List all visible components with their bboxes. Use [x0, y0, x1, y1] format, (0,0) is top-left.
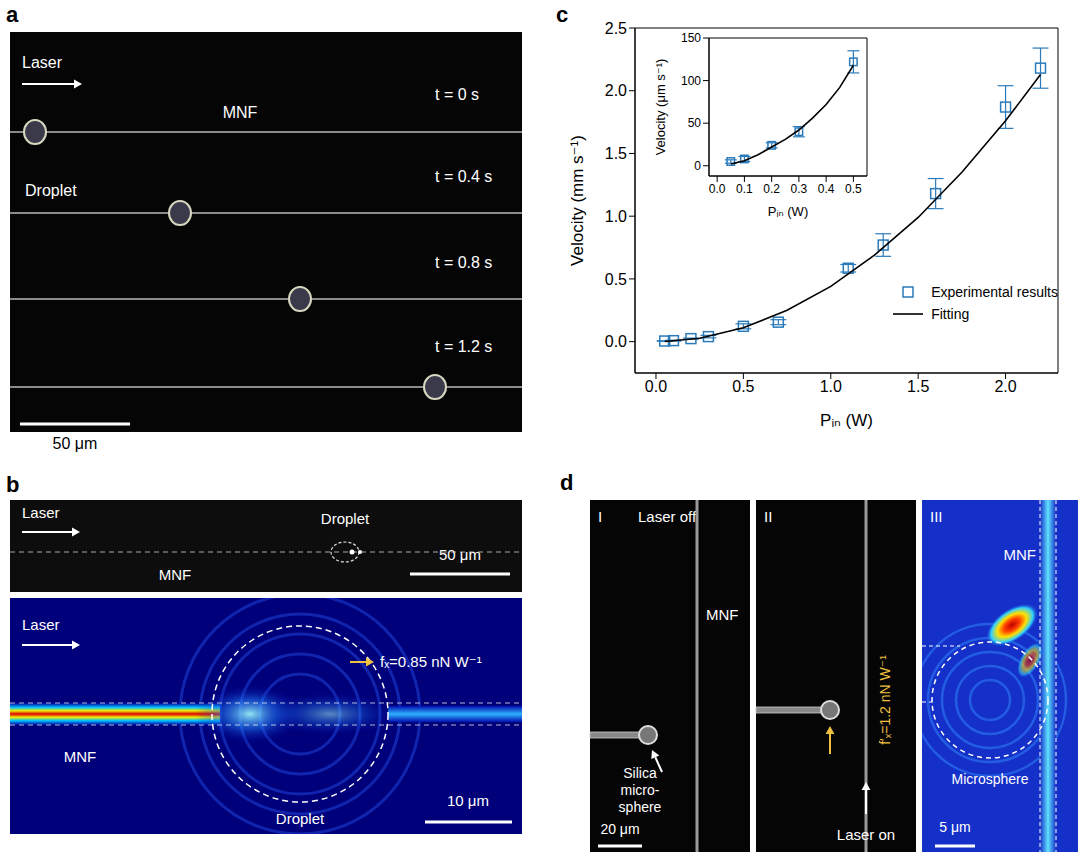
svg-text:MNF: MNF: [159, 566, 192, 583]
svg-text:Laser: Laser: [22, 616, 60, 633]
svg-text:Silica: Silica: [623, 765, 657, 781]
svg-text:10 μm: 10 μm: [447, 792, 489, 809]
svg-text:t = 0.8 s: t = 0.8 s: [435, 254, 492, 271]
svg-text:2.0: 2.0: [605, 82, 627, 99]
svg-text:100: 100: [681, 74, 701, 88]
svg-text:0.4: 0.4: [818, 182, 835, 196]
svg-text:MNF: MNF: [64, 748, 97, 765]
svg-text:II: II: [764, 508, 772, 525]
svg-text:Droplet: Droplet: [321, 510, 370, 527]
svg-text:0.5: 0.5: [732, 378, 754, 395]
svg-text:0.5: 0.5: [845, 182, 862, 196]
svg-text:Laser off: Laser off: [638, 508, 697, 525]
svg-text:Laser on: Laser on: [837, 826, 895, 843]
svg-text:1.0: 1.0: [820, 378, 842, 395]
svg-text:1.0: 1.0: [605, 208, 627, 225]
svg-text:20 μm: 20 μm: [600, 821, 639, 837]
svg-text:Laser: Laser: [22, 504, 60, 521]
svg-text:Droplet: Droplet: [25, 182, 77, 199]
svg-text:0.5: 0.5: [605, 271, 627, 288]
svg-text:Microsphere: Microsphere: [951, 771, 1028, 787]
svg-text:1.5: 1.5: [605, 145, 627, 162]
svg-text:c: c: [556, 2, 568, 27]
svg-text:Velocity (mm s⁻¹): Velocity (mm s⁻¹): [568, 135, 587, 266]
svg-text:sphere: sphere: [619, 799, 662, 815]
svg-text:d: d: [560, 470, 573, 495]
svg-text:Laser: Laser: [22, 54, 63, 71]
svg-text:Pᵢₙ (W): Pᵢₙ (W): [820, 411, 873, 430]
svg-text:MNF: MNF: [1004, 546, 1037, 563]
svg-text:2.5: 2.5: [605, 20, 627, 37]
svg-text:t = 0 s: t = 0 s: [435, 86, 479, 103]
svg-text:b: b: [6, 472, 19, 497]
svg-text:micro-: micro-: [621, 782, 660, 798]
svg-text:0.0: 0.0: [645, 378, 667, 395]
svg-text:fₓ=0.85 nN W⁻¹: fₓ=0.85 nN W⁻¹: [380, 653, 482, 670]
svg-text:0.3: 0.3: [791, 182, 808, 196]
svg-text:0: 0: [694, 159, 701, 173]
svg-text:III: III: [930, 508, 943, 525]
svg-text:0.0: 0.0: [709, 182, 726, 196]
svg-text:150: 150: [681, 31, 701, 45]
svg-text:0.1: 0.1: [736, 182, 753, 196]
svg-text:50 μm: 50 μm: [53, 435, 98, 452]
svg-text:t = 1.2 s: t = 1.2 s: [435, 338, 492, 355]
svg-text:2.0: 2.0: [994, 378, 1016, 395]
svg-text:a: a: [6, 2, 19, 27]
svg-text:MNF: MNF: [706, 606, 739, 623]
svg-text:t = 0.4 s: t = 0.4 s: [435, 168, 492, 185]
svg-text:5 μm: 5 μm: [939, 819, 970, 835]
svg-text:Droplet: Droplet: [276, 810, 325, 827]
svg-text:Velocity (μm s⁻¹): Velocity (μm s⁻¹): [653, 59, 668, 156]
svg-text:0.0: 0.0: [605, 333, 627, 350]
svg-text:Pᵢₙ (W): Pᵢₙ (W): [768, 204, 808, 219]
svg-text:50: 50: [688, 116, 702, 130]
svg-text:50 μm: 50 μm: [439, 546, 481, 563]
svg-text:MNF: MNF: [223, 104, 258, 121]
html-text:Experimental results: Experimental results: [931, 284, 1058, 300]
svg-text:f′ₓ=1.2 nN W⁻¹: f′ₓ=1.2 nN W⁻¹: [877, 655, 893, 745]
svg-text:I: I: [598, 508, 602, 525]
html-text:Fitting: Fitting: [931, 306, 970, 322]
svg-text:1.5: 1.5: [907, 378, 929, 395]
svg-text:0.2: 0.2: [763, 182, 780, 196]
